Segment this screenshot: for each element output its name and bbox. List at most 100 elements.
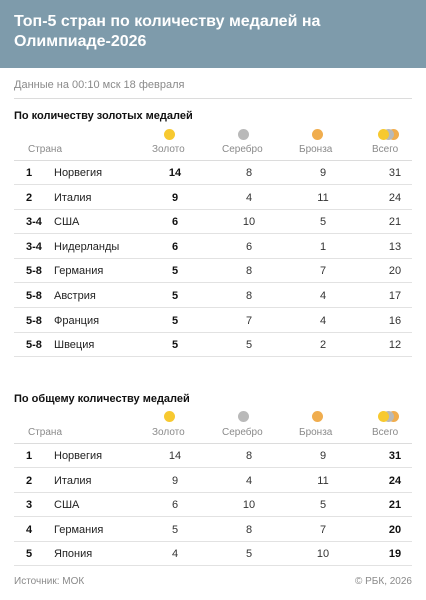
rank-cell: 5-8 xyxy=(26,290,42,302)
total-count-cell: 20 xyxy=(388,265,402,278)
silver-count-cell: 8 xyxy=(245,290,253,302)
silver-count-cell: 6 xyxy=(245,240,253,253)
table-row: 5-8 Франция 5 7 4 16 xyxy=(14,309,412,333)
silver-count-cell: 8 xyxy=(245,167,253,179)
table-row: 2 Италия 9 4 11 24 xyxy=(14,469,412,493)
gold-count-cell: 5 xyxy=(171,314,179,327)
rank-cell: 4 xyxy=(26,523,33,536)
section-title-total: По общему количеству медалей xyxy=(14,393,190,405)
column-header-bronze: Бронза xyxy=(299,427,333,438)
bronze-count-cell: 1 xyxy=(319,240,327,253)
column-header-total: Всего xyxy=(372,144,399,155)
rank-cell: 5-8 xyxy=(26,339,42,352)
country-cell: Италия xyxy=(54,474,92,487)
silver-count-cell: 7 xyxy=(245,314,253,327)
gold-count-cell: 14 xyxy=(168,450,182,462)
country-cell: Нидерланды xyxy=(54,240,120,253)
column-header-country: Страна xyxy=(28,144,63,155)
gold-count-cell: 6 xyxy=(171,240,179,253)
total-count-cell: 24 xyxy=(388,474,402,487)
table-row: 1 Норвегия 14 8 9 31 xyxy=(14,161,412,185)
table-row: 1 Норвегия 14 8 9 31 xyxy=(14,444,412,468)
table-header-divider xyxy=(14,160,412,161)
header-banner: Топ-5 стран по количеству медалей на Оли… xyxy=(0,0,426,68)
country-cell: Германия xyxy=(54,523,104,536)
column-header-bronze: Бронза xyxy=(299,144,333,155)
total-count-cell: 21 xyxy=(388,216,402,229)
page-title: Топ-5 стран по количеству медалей на Оли… xyxy=(14,13,321,50)
gold-count-cell: 5 xyxy=(171,265,179,278)
section-title-gold: По количеству золотых медалей xyxy=(14,110,193,122)
gold-count-cell: 6 xyxy=(171,499,179,512)
rank-cell: 3-4 xyxy=(26,240,42,253)
total-count-cell: 31 xyxy=(388,167,402,179)
country-cell: Австрия xyxy=(54,290,96,302)
country-cell: США xyxy=(54,216,80,229)
gold-count-cell: 5 xyxy=(171,523,179,536)
total-count-cell: 21 xyxy=(388,499,402,512)
rank-cell: 2 xyxy=(26,474,33,487)
country-cell: Италия xyxy=(54,191,92,204)
all-medals-icon xyxy=(378,129,400,141)
bronze-count-cell: 2 xyxy=(319,339,327,352)
table-header-divider xyxy=(14,443,412,444)
bronze-count-cell: 4 xyxy=(319,314,327,327)
rank-cell: 5-8 xyxy=(26,265,42,278)
country-cell: Норвегия xyxy=(54,450,103,462)
country-cell: Норвегия xyxy=(54,167,103,179)
table-row: 3-4 США 6 10 5 21 xyxy=(14,210,412,235)
column-header-gold: Золото xyxy=(152,144,185,155)
table-row: 5-8 Швеция 5 5 2 12 xyxy=(14,333,412,358)
source-note: Источник: МОК xyxy=(14,576,85,587)
bronze-count-cell: 11 xyxy=(317,474,329,487)
table-row: 3-4 Нидерланды 6 6 1 13 xyxy=(14,235,412,259)
divider xyxy=(14,98,412,99)
country-cell: Швеция xyxy=(54,339,95,352)
bronze-count-cell: 7 xyxy=(319,265,327,278)
silver-count-cell: 5 xyxy=(245,339,253,352)
country-cell: Япония xyxy=(54,548,93,561)
country-cell: США xyxy=(54,499,80,512)
all-medals-icon xyxy=(378,411,400,423)
silver-count-cell: 10 xyxy=(242,216,256,229)
gold-count-cell: 6 xyxy=(171,216,179,229)
total-count-cell: 13 xyxy=(388,240,402,253)
silver-count-cell: 4 xyxy=(245,191,253,204)
bronze-count-cell: 7 xyxy=(319,523,327,536)
column-header-gold: Золото xyxy=(152,427,185,438)
table-row: 5-8 Германия 5 8 7 20 xyxy=(14,259,412,284)
total-count-cell: 20 xyxy=(388,523,402,536)
bronze-count-cell: 11 xyxy=(317,191,329,204)
rank-cell: 2 xyxy=(26,191,33,204)
total-count-cell: 24 xyxy=(388,191,402,204)
rank-cell: 1 xyxy=(26,167,33,179)
total-count-cell: 16 xyxy=(388,314,402,327)
rank-cell: 1 xyxy=(26,450,33,462)
rank-cell: 5-8 xyxy=(26,314,42,327)
silver-count-cell: 8 xyxy=(245,265,253,278)
update-time: Данные на 00:10 мск 18 февраля xyxy=(14,79,185,91)
country-cell: Германия xyxy=(54,265,104,278)
total-count-cell: 31 xyxy=(388,450,402,462)
country-cell: Франция xyxy=(54,314,100,327)
column-header-total: Всего xyxy=(372,427,399,438)
bronze-count-cell: 9 xyxy=(319,450,327,462)
column-header-silver: Серебро xyxy=(222,144,263,155)
gold-count-cell: 4 xyxy=(171,548,179,561)
table-row: 3 США 6 10 5 21 xyxy=(14,493,412,518)
copyright-note: © РБК, 2026 xyxy=(354,576,412,587)
column-header-country: Страна xyxy=(28,427,63,438)
bronze-count-cell: 10 xyxy=(316,548,330,561)
rank-cell: 5 xyxy=(26,548,33,561)
gold-count-cell: 14 xyxy=(168,167,182,179)
gold-count-cell: 9 xyxy=(171,191,179,204)
gold-count-cell: 5 xyxy=(171,290,179,302)
bronze-count-cell: 5 xyxy=(319,499,327,512)
silver-count-cell: 10 xyxy=(242,499,256,512)
silver-count-cell: 4 xyxy=(245,474,253,487)
bronze-count-cell: 5 xyxy=(319,216,327,229)
silver-count-cell: 8 xyxy=(245,450,253,462)
table-row: 5-8 Австрия 5 8 4 17 xyxy=(14,284,412,308)
total-count-cell: 12 xyxy=(388,339,402,352)
bronze-count-cell: 9 xyxy=(319,167,327,179)
